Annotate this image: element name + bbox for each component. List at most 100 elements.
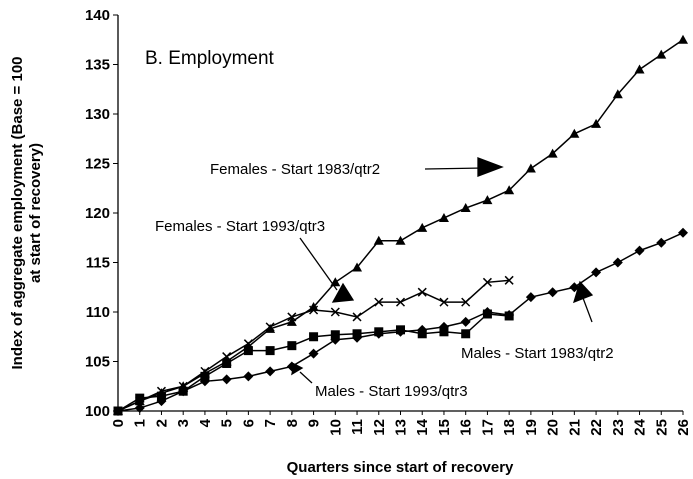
marker <box>482 195 493 205</box>
y-tick-label: 115 <box>86 255 110 272</box>
x-tick-label: 17 <box>479 419 496 436</box>
marker <box>634 64 645 74</box>
y-tick-label: 125 <box>85 156 110 173</box>
y-tick-label: 100 <box>85 403 110 420</box>
marker <box>265 346 275 356</box>
arrow <box>299 237 338 291</box>
marker <box>373 235 384 245</box>
marker <box>396 325 405 335</box>
marker <box>309 305 319 315</box>
marker <box>656 237 667 248</box>
marker <box>374 327 384 337</box>
x-tick-label: 15 <box>436 419 453 436</box>
marker <box>243 346 253 356</box>
x-tick-label: 18 <box>501 419 518 436</box>
marker <box>504 311 514 321</box>
marker <box>634 245 645 256</box>
marker <box>374 297 384 307</box>
marker <box>460 316 471 327</box>
x-tick-label: 22 <box>588 419 605 436</box>
y-tick-label: 130 <box>85 106 110 123</box>
x-tick-label: 5 <box>219 419 236 427</box>
marker <box>482 277 492 287</box>
marker <box>287 312 297 322</box>
marker <box>135 393 145 403</box>
x-tick-label: 7 <box>262 419 279 427</box>
marker <box>222 358 232 368</box>
marker <box>352 312 362 322</box>
marker <box>591 118 602 128</box>
x-tick-label: 14 <box>414 418 431 435</box>
marker <box>265 366 276 377</box>
marker <box>461 297 471 307</box>
x-tick-label: 9 <box>306 419 323 427</box>
marker <box>200 371 210 381</box>
x-tick-label: 12 <box>371 419 388 436</box>
x-tick-label: 16 <box>458 419 475 436</box>
marker <box>352 329 362 339</box>
marker <box>286 361 297 372</box>
annotation: Females - Start 1983/qtr2 <box>210 161 380 178</box>
y-tick-label: 135 <box>85 57 110 74</box>
marker <box>525 163 536 173</box>
y-tick-label: 105 <box>85 354 110 371</box>
x-tick-label: 26 <box>675 419 692 436</box>
marker <box>612 89 623 99</box>
annotation: Males - Start 1993/qtr3 <box>315 383 468 400</box>
marker <box>678 34 688 44</box>
y-tick-label: 140 <box>85 7 110 24</box>
x-tick-label: 21 <box>566 419 583 436</box>
marker <box>612 257 623 268</box>
x-axis-title: Quarters since start of recovery <box>287 459 514 476</box>
x-tick-label: 25 <box>653 419 670 436</box>
marker <box>308 348 319 359</box>
arrow <box>424 167 485 170</box>
marker <box>308 302 319 312</box>
annotation: Females - Start 1993/qtr3 <box>155 218 325 235</box>
x-tick-label: 10 <box>327 419 344 436</box>
x-tick-label: 1 <box>132 419 149 427</box>
arrow-head <box>477 157 504 177</box>
marker <box>330 307 340 317</box>
marker <box>439 327 449 337</box>
marker <box>178 386 188 396</box>
marker <box>417 287 427 297</box>
marker <box>417 222 428 232</box>
y-tick-label: 110 <box>86 304 110 321</box>
x-tick-label: 3 <box>175 419 192 427</box>
marker <box>265 322 275 332</box>
arrow <box>582 297 593 323</box>
marker <box>265 323 276 333</box>
x-tick-label: 6 <box>240 419 257 427</box>
marker <box>221 374 232 385</box>
marker <box>243 371 254 382</box>
marker <box>395 297 406 307</box>
marker <box>460 203 471 213</box>
marker <box>330 330 340 340</box>
x-tick-label: 20 <box>545 419 562 436</box>
x-tick-label: 13 <box>393 419 410 436</box>
marker <box>395 235 406 245</box>
chart-title: B. Employment <box>145 48 275 69</box>
arrow <box>299 371 313 384</box>
marker <box>461 329 471 339</box>
marker <box>439 297 449 307</box>
marker <box>591 267 602 278</box>
x-tick-label: 23 <box>610 419 627 436</box>
marker <box>134 403 145 414</box>
x-tick-label: 0 <box>110 419 127 427</box>
arrow-head <box>331 282 355 303</box>
marker <box>330 277 341 287</box>
x-tick-label: 4 <box>197 418 214 427</box>
x-tick-label: 11 <box>349 419 366 435</box>
marker <box>438 212 449 222</box>
annotation: Males - Start 1983/qtr2 <box>461 345 614 362</box>
marker <box>309 332 319 342</box>
y-axis-title: Index of aggregate employment (Base = 10… <box>9 56 26 369</box>
y-tick-label: 120 <box>85 205 110 222</box>
marker <box>287 341 297 351</box>
marker <box>525 292 536 303</box>
marker <box>547 287 558 298</box>
marker <box>547 148 558 158</box>
